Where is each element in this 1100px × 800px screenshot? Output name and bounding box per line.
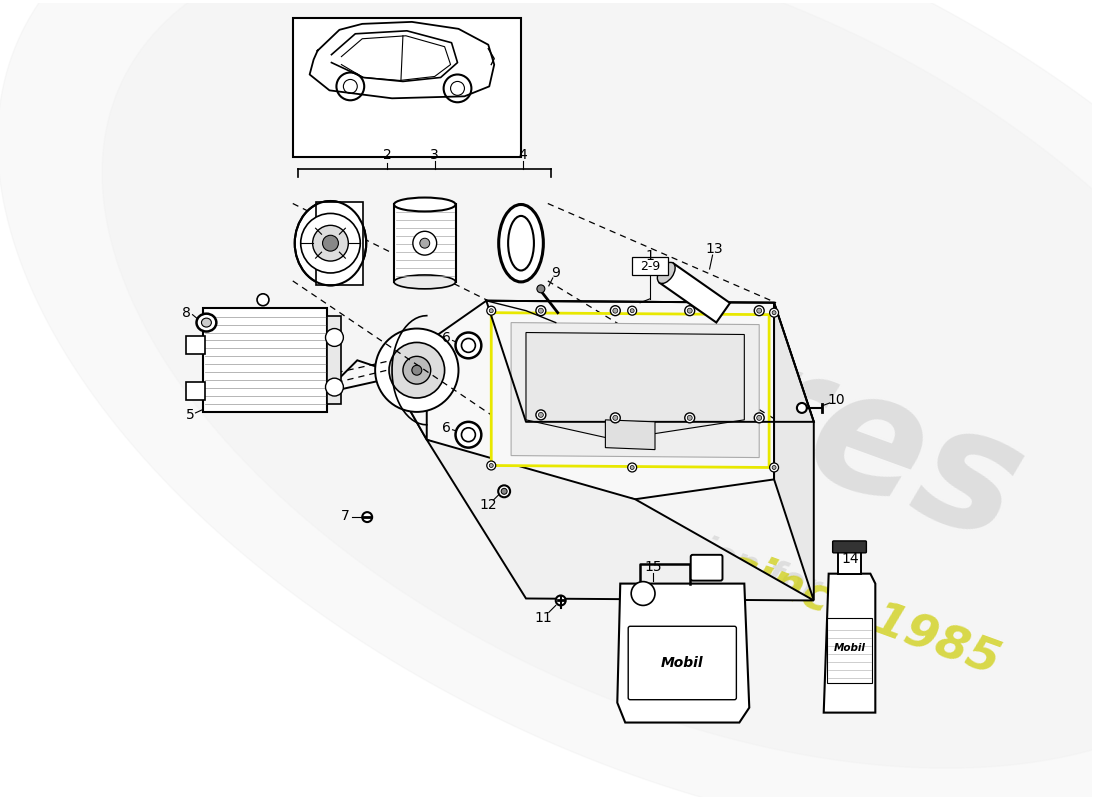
Ellipse shape xyxy=(197,314,217,331)
FancyBboxPatch shape xyxy=(328,316,341,404)
Circle shape xyxy=(498,486,510,498)
Text: 13: 13 xyxy=(706,242,724,256)
Polygon shape xyxy=(824,574,876,713)
Ellipse shape xyxy=(462,338,475,352)
Circle shape xyxy=(755,306,764,316)
FancyBboxPatch shape xyxy=(628,626,736,700)
Circle shape xyxy=(628,306,637,315)
Ellipse shape xyxy=(508,216,534,270)
FancyBboxPatch shape xyxy=(827,618,872,683)
Circle shape xyxy=(362,512,372,522)
Circle shape xyxy=(538,308,543,313)
Polygon shape xyxy=(617,583,749,722)
Polygon shape xyxy=(605,420,654,450)
Circle shape xyxy=(796,403,806,413)
Circle shape xyxy=(613,415,618,420)
Circle shape xyxy=(630,309,635,313)
Circle shape xyxy=(770,308,779,317)
Text: 8: 8 xyxy=(183,306,191,320)
Ellipse shape xyxy=(201,318,211,327)
Circle shape xyxy=(536,306,546,316)
Text: Mobil: Mobil xyxy=(661,656,704,670)
Text: a passion for: a passion for xyxy=(584,492,825,606)
Text: Mobil: Mobil xyxy=(834,643,866,653)
Circle shape xyxy=(502,488,507,494)
Polygon shape xyxy=(492,313,769,467)
FancyBboxPatch shape xyxy=(204,308,328,412)
Text: 2-9: 2-9 xyxy=(640,259,660,273)
Polygon shape xyxy=(338,360,427,440)
Polygon shape xyxy=(512,322,759,458)
Text: 7: 7 xyxy=(341,509,350,523)
Polygon shape xyxy=(486,301,814,422)
Polygon shape xyxy=(102,0,1100,768)
Circle shape xyxy=(389,342,444,398)
Circle shape xyxy=(487,461,496,470)
Text: 14: 14 xyxy=(842,552,859,566)
Circle shape xyxy=(326,378,343,396)
FancyBboxPatch shape xyxy=(632,257,668,275)
Text: 12: 12 xyxy=(480,498,497,512)
Text: 4: 4 xyxy=(518,148,527,162)
Circle shape xyxy=(326,329,343,346)
Circle shape xyxy=(490,463,493,467)
Text: 9: 9 xyxy=(551,266,560,280)
Text: 10: 10 xyxy=(828,393,846,407)
Text: 5: 5 xyxy=(186,408,195,422)
Circle shape xyxy=(412,231,437,255)
Circle shape xyxy=(610,306,620,316)
Text: 2: 2 xyxy=(383,148,392,162)
Circle shape xyxy=(322,235,339,251)
Circle shape xyxy=(420,238,430,248)
Circle shape xyxy=(538,413,543,418)
Ellipse shape xyxy=(394,198,455,211)
Ellipse shape xyxy=(455,333,482,358)
Polygon shape xyxy=(387,301,774,499)
Ellipse shape xyxy=(462,428,475,442)
Circle shape xyxy=(487,306,496,315)
FancyBboxPatch shape xyxy=(293,18,521,157)
FancyBboxPatch shape xyxy=(691,555,723,581)
Text: 15: 15 xyxy=(645,560,662,574)
FancyBboxPatch shape xyxy=(837,552,861,574)
FancyBboxPatch shape xyxy=(316,202,363,285)
Circle shape xyxy=(685,306,695,316)
Text: ares: ares xyxy=(605,284,1043,576)
Circle shape xyxy=(536,410,546,420)
Ellipse shape xyxy=(658,262,675,283)
Ellipse shape xyxy=(394,275,455,289)
FancyBboxPatch shape xyxy=(186,382,206,400)
Circle shape xyxy=(772,466,777,470)
Polygon shape xyxy=(774,302,814,601)
Circle shape xyxy=(300,214,360,273)
Circle shape xyxy=(556,595,565,606)
Circle shape xyxy=(631,582,654,606)
Circle shape xyxy=(772,310,777,314)
Circle shape xyxy=(537,285,544,293)
Circle shape xyxy=(757,308,761,313)
Circle shape xyxy=(685,413,695,423)
Polygon shape xyxy=(427,440,814,601)
Circle shape xyxy=(630,466,635,470)
Text: 3: 3 xyxy=(430,148,439,162)
Circle shape xyxy=(755,413,764,423)
Polygon shape xyxy=(526,333,745,440)
Text: 6: 6 xyxy=(442,421,451,434)
Ellipse shape xyxy=(498,205,543,282)
FancyBboxPatch shape xyxy=(394,205,455,282)
Circle shape xyxy=(688,308,692,313)
Text: 1: 1 xyxy=(646,249,654,263)
Polygon shape xyxy=(659,263,730,322)
Circle shape xyxy=(411,366,421,375)
Circle shape xyxy=(770,463,779,472)
Circle shape xyxy=(403,356,431,384)
Ellipse shape xyxy=(295,201,366,286)
FancyBboxPatch shape xyxy=(186,337,206,354)
Circle shape xyxy=(628,463,637,472)
Text: 6: 6 xyxy=(442,331,451,346)
Circle shape xyxy=(757,415,761,420)
Circle shape xyxy=(613,308,618,313)
Circle shape xyxy=(490,309,493,313)
Text: since 1985: since 1985 xyxy=(722,543,1005,683)
